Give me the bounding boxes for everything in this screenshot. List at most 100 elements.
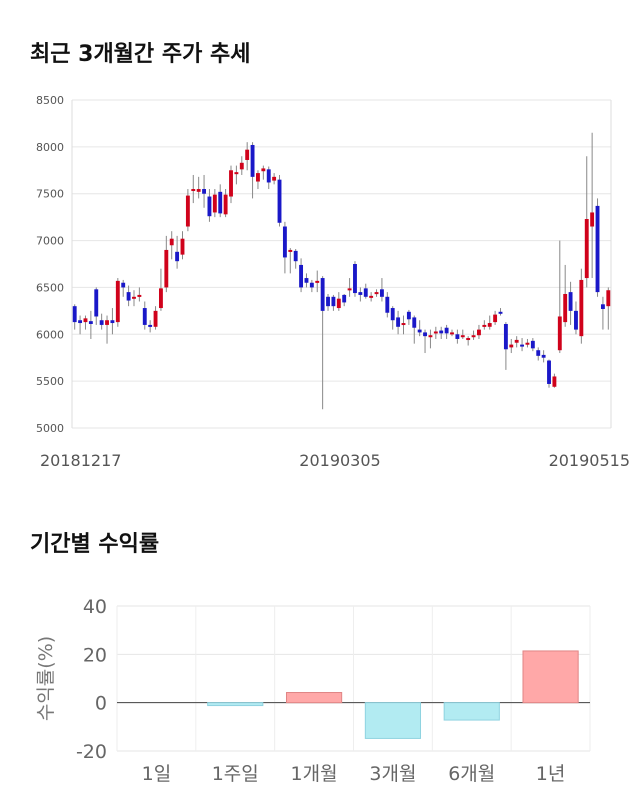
candle-body: [509, 344, 514, 348]
period-label: 1주일: [212, 763, 259, 785]
candle-body: [374, 292, 379, 295]
candle-body: [369, 295, 374, 298]
candle-body: [137, 294, 142, 297]
candle-body: [342, 294, 347, 303]
candle-body: [266, 169, 271, 183]
candle-body: [396, 317, 401, 327]
return-tick-label: 0: [95, 693, 107, 715]
candle-body: [379, 289, 384, 297]
candle-body: [115, 280, 120, 323]
period-label: 1년: [536, 763, 566, 785]
period-label: 1개월: [291, 763, 338, 785]
price-tick-label: 7500: [36, 188, 64, 201]
candle-body: [433, 331, 438, 334]
candle-body: [487, 323, 492, 327]
candle-body: [525, 342, 530, 345]
date-label: 20181217: [40, 451, 121, 470]
candle-body: [309, 282, 314, 288]
candle-body: [331, 296, 336, 307]
candle-body: [514, 339, 519, 343]
return-tick-label: -20: [76, 741, 107, 763]
date-label: 20190305: [299, 451, 380, 470]
candle-body: [99, 320, 104, 325]
candle-body: [88, 321, 93, 324]
candle-body: [423, 332, 427, 337]
candle-body: [401, 323, 406, 326]
candle-body: [239, 162, 244, 170]
candle-body: [584, 219, 589, 279]
candle-body: [196, 189, 201, 192]
candle-body: [444, 327, 449, 334]
return-bar: [207, 702, 264, 707]
candle-body: [83, 318, 88, 323]
period-label: 3개월: [369, 763, 416, 785]
candle-body: [590, 212, 595, 227]
candle-body: [347, 288, 352, 291]
candle-body: [428, 335, 433, 338]
candle-body: [552, 376, 557, 387]
date-label: 20190515: [549, 451, 630, 470]
candle-body: [121, 282, 126, 288]
candle-body: [574, 310, 578, 330]
candle-body: [460, 335, 465, 338]
candle-body: [563, 293, 568, 323]
return-bar: [522, 650, 579, 704]
candle-body: [455, 334, 460, 339]
candle-body: [579, 279, 584, 337]
candle-body: [417, 329, 422, 333]
candle-body: [541, 354, 546, 358]
candle-body: [595, 205, 600, 293]
price-tick-label: 8000: [36, 141, 64, 154]
candle-body: [520, 344, 525, 347]
candle-body: [94, 289, 99, 317]
candle-body: [212, 194, 217, 213]
candle-body: [477, 329, 481, 336]
candle-body: [606, 290, 611, 307]
candle-body: [191, 189, 196, 192]
candle-body: [282, 226, 287, 258]
candle-body: [536, 350, 541, 356]
return-y-axis-label: 수익률(%): [35, 636, 57, 721]
price-tick-label: 5000: [36, 422, 64, 435]
candle-body: [180, 238, 185, 255]
candle-body: [78, 320, 83, 324]
candle-body: [169, 238, 174, 246]
candle-body: [229, 170, 233, 197]
return-tick-label: 40: [83, 596, 107, 618]
candle-body: [293, 250, 298, 262]
candle-body: [272, 176, 277, 181]
candle-body: [261, 168, 266, 172]
candle-body: [175, 251, 180, 262]
candle-body: [288, 249, 293, 252]
period-label: 1일: [142, 763, 172, 785]
candle-body: [245, 149, 250, 160]
candle-body: [126, 292, 131, 301]
candle-body: [568, 292, 573, 311]
candle-body: [326, 296, 330, 307]
price-tick-label: 5500: [36, 375, 64, 388]
candle-body: [358, 292, 363, 295]
candle-body: [148, 324, 153, 327]
candle-body: [353, 264, 357, 294]
candle-body: [299, 264, 304, 288]
return-bar: [285, 692, 343, 704]
returns-bar-chart: 40 20 0 -20 1일 1주일 1개월 3개월 6개월 1년 수익률(%): [35, 596, 591, 785]
candle-body: [450, 332, 454, 335]
candlestick-chart: 8500 8000 7500 7000 6500 6000 5500 5000 20181217…: [36, 94, 630, 470]
candle-body: [385, 296, 390, 313]
candle-body: [105, 320, 109, 325]
candle-body: [153, 310, 158, 327]
candle-body: [336, 298, 341, 309]
candle-body: [600, 304, 605, 309]
candle-body: [498, 311, 503, 314]
candle-body: [412, 317, 417, 328]
candle-body: [250, 144, 255, 177]
candle-body: [164, 249, 169, 288]
candle-body: [363, 288, 368, 297]
candle-body: [471, 335, 476, 338]
return-bar: [443, 702, 500, 721]
candle-body: [207, 196, 212, 217]
candle-body: [503, 323, 508, 350]
candle-body: [234, 172, 239, 175]
return-tick-label: 20: [83, 644, 107, 666]
